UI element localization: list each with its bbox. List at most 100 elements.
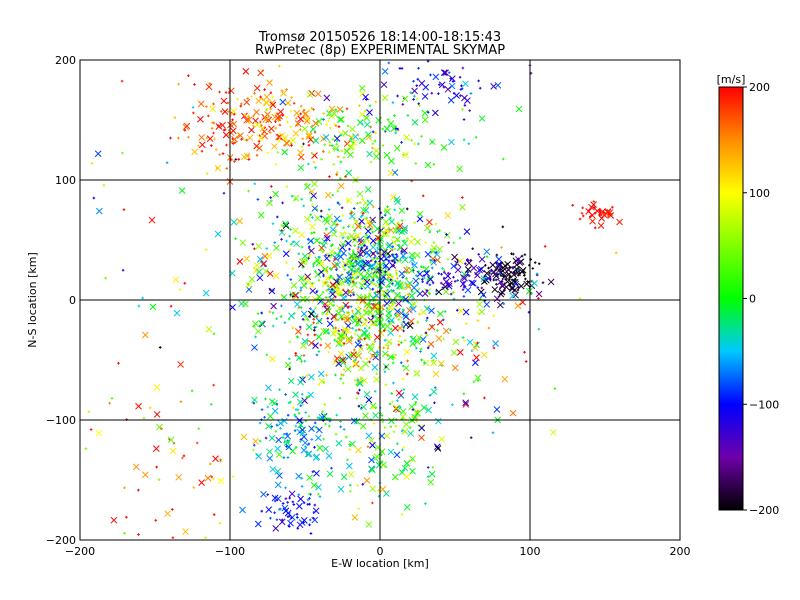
data-point-x [347,151,354,159]
data-point-x [384,208,391,216]
data-point-x [156,423,163,431]
data-point-plus [254,335,257,339]
data-point-x [229,304,236,311]
data-point-plus [375,372,379,376]
data-point-x [239,239,247,247]
data-point-plus [368,326,371,330]
data-point-x [411,118,419,126]
data-point-x [301,439,309,447]
data-point-plus [523,350,526,354]
data-point-x [363,309,370,316]
data-point-plus [369,335,373,339]
data-point-x [380,273,387,281]
data-point-x [421,93,429,100]
data-point-plus [480,286,484,290]
data-point-plus [291,240,295,244]
data-point-plus [374,100,378,104]
data-point-plus [294,408,298,411]
data-point-x [297,164,305,172]
data-point-x [416,215,424,223]
data-point-x [308,373,315,381]
data-point-x [403,503,411,511]
data-point-x [461,94,468,102]
data-point-plus [476,341,479,345]
data-point-plus [253,92,256,95]
data-point-plus [334,124,338,127]
data-point-x [298,231,306,239]
data-point-x [354,319,362,327]
data-point-x [443,231,451,239]
data-point-plus [394,424,398,428]
data-point-x [230,120,238,128]
data-point-plus [357,245,360,249]
data-point-x [358,111,366,118]
data-point-plus [438,83,441,86]
x-tick-label: −100 [215,545,245,558]
data-point-plus [461,288,465,291]
data-point-x [317,370,325,378]
data-point-plus [422,276,426,280]
data-point-x [549,429,557,436]
data-point-plus [328,140,332,144]
data-point-plus [578,217,582,221]
data-point-plus [311,216,314,219]
data-point-plus [224,91,228,94]
data-point-x [376,275,383,283]
data-point-x [492,340,499,347]
data-point-x [330,230,338,238]
data-point-x [387,448,395,456]
data-point-x [255,97,263,105]
data-point-plus [351,249,355,253]
data-point-x [141,331,149,339]
data-point-plus [459,94,462,98]
data-point-plus [269,91,273,95]
data-point-plus [352,359,356,362]
data-point-plus [353,348,356,352]
data-point-x [306,91,314,99]
data-point-plus [372,282,376,286]
data-point-x [489,261,497,269]
data-point-plus [313,326,316,329]
data-point-plus [269,196,272,199]
data-point-plus [430,140,434,144]
data-point-plus [396,277,399,280]
data-point-x [183,122,191,130]
data-point-plus [309,213,312,216]
data-point-plus [171,536,175,539]
data-point-plus [419,347,423,351]
data-point-plus [394,131,397,135]
data-point-x [585,208,592,215]
data-point-plus [413,142,416,146]
data-point-x [297,378,304,386]
data-point-x [494,81,502,89]
data-point-x [421,290,429,297]
data-point-plus [374,324,378,327]
data-point-plus [415,97,419,101]
data-point-plus [335,142,339,146]
data-point-x [305,323,313,331]
data-point-x [212,455,219,463]
data-point-x [402,421,410,428]
data-point-plus [291,326,295,330]
data-point-plus [298,325,302,329]
data-point-plus [422,266,425,269]
data-point-plus [290,96,294,99]
data-point-plus [412,98,415,101]
data-point-plus [380,453,383,457]
y-tick-label: −200 [46,534,76,547]
data-point-x [365,521,373,528]
data-point-x [401,428,409,435]
data-point-x [473,354,480,362]
data-point-plus [366,445,370,448]
data-point-plus [334,108,338,111]
data-point-plus [316,492,320,496]
chart-title: Tromsø 20150526 18:14:00-18:15:43 [258,30,501,45]
data-point-plus [581,206,584,210]
data-point-plus [402,239,406,242]
data-point-x [438,435,446,443]
data-point-x [229,127,237,135]
data-point-x [255,242,263,250]
data-point-plus [258,439,262,443]
data-point-x [292,194,300,202]
data-point-plus [593,226,597,230]
